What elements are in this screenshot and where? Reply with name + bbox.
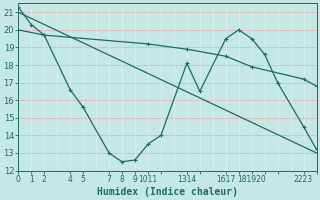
X-axis label: Humidex (Indice chaleur): Humidex (Indice chaleur) [97, 186, 238, 197]
